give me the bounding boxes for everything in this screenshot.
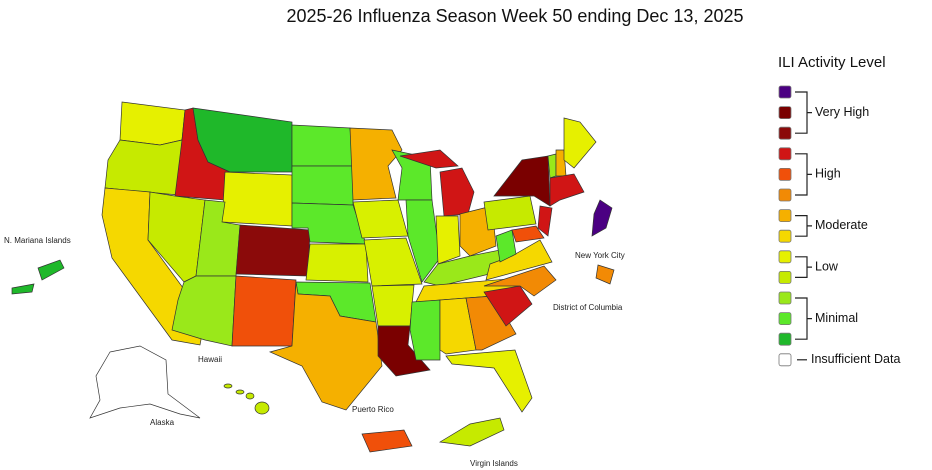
state (439, 297, 477, 355)
place-label: Virgin Islands (470, 459, 518, 468)
state (563, 117, 597, 169)
legend-label: Moderate (815, 218, 868, 232)
state (291, 165, 354, 206)
state (495, 229, 517, 263)
legend-swatch (778, 291, 792, 305)
legend-label: Insufficient Data (811, 352, 900, 366)
legend-swatch (778, 353, 792, 367)
mariana-islands (11, 283, 35, 295)
mariana-islands (37, 259, 65, 281)
new-york-city (591, 199, 613, 237)
legend-swatch (778, 85, 792, 99)
place-label: Alaska (150, 418, 175, 427)
puerto-rico (361, 429, 413, 453)
state (171, 275, 237, 347)
legend-bracket (795, 91, 812, 134)
place-label: Puerto Rico (352, 405, 394, 414)
alaska (89, 345, 201, 419)
territories (11, 199, 615, 453)
state (483, 195, 537, 231)
legend-label: Minimal (815, 311, 858, 325)
state (268, 281, 383, 411)
state (435, 215, 461, 265)
state (235, 224, 311, 277)
legend-bracket (795, 153, 812, 196)
states (101, 101, 597, 413)
state (409, 299, 441, 361)
legend-title: ILI Activity Level (778, 54, 886, 71)
place-label: N. Mariana Islands (4, 236, 71, 245)
virgin-islands (438, 417, 505, 447)
state (221, 171, 293, 227)
legend-label: High (815, 167, 841, 181)
state (483, 285, 533, 327)
legend-swatch (778, 209, 792, 223)
district-of-columbia (595, 264, 615, 285)
state (363, 237, 423, 287)
state (493, 155, 551, 207)
state (405, 199, 441, 283)
legend-swatch (778, 147, 792, 161)
place-label: New York City (575, 251, 625, 260)
legend-swatch (778, 126, 792, 140)
legend-swatch (778, 250, 792, 264)
hawaii (223, 383, 270, 415)
map-title: 2025-26 Influenza Season Week 50 ending … (286, 6, 743, 26)
legend-swatch (778, 106, 792, 119)
state (352, 199, 409, 239)
legend-swatch (778, 229, 792, 243)
legend-swatch (778, 270, 792, 284)
state (119, 101, 186, 146)
state (291, 124, 354, 167)
legend-swatch (778, 167, 792, 181)
state (547, 153, 557, 179)
legend-bracket (795, 215, 812, 237)
state (439, 167, 475, 217)
legend-bracket (795, 256, 812, 278)
legend-label: Very High (815, 105, 869, 119)
state (511, 225, 545, 243)
legend-swatch (778, 332, 792, 346)
legend-swatch (778, 188, 792, 202)
state (399, 149, 459, 169)
state (537, 205, 553, 237)
legend-swatch (778, 312, 792, 326)
legend-bracket (795, 297, 812, 340)
state (104, 139, 183, 196)
state (371, 284, 415, 327)
state (445, 349, 533, 413)
state (291, 202, 367, 245)
place-label: District of Columbia (553, 303, 623, 312)
legend-label: Low (815, 259, 839, 273)
state (483, 265, 557, 297)
state (305, 243, 369, 283)
state (549, 173, 585, 207)
state (349, 127, 403, 201)
place-label: Hawaii (198, 355, 222, 364)
state (231, 275, 297, 347)
legend: Very High High Moderate Low Minimal Insuffici… (778, 85, 900, 367)
